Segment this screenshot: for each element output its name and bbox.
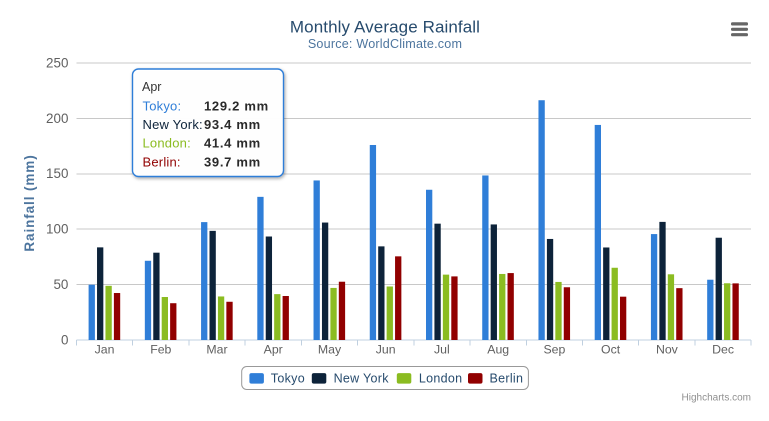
- svg-text:Mar: Mar: [206, 342, 227, 356]
- svg-text:0: 0: [61, 332, 68, 347]
- svg-text:Nov: Nov: [656, 342, 679, 356]
- svg-text:Rainfall (mm): Rainfall (mm): [22, 154, 37, 251]
- svg-text:Tokyo: Tokyo: [271, 372, 305, 386]
- svg-text:Apr: Apr: [264, 342, 283, 356]
- svg-text:129.2 mm: 129.2 mm: [204, 98, 269, 113]
- svg-text:Monthly Average Rainfall: Monthly Average Rainfall: [290, 17, 480, 36]
- svg-text:May: May: [318, 342, 342, 356]
- svg-text:Aug: Aug: [487, 342, 509, 356]
- svg-text:London:: London:: [143, 136, 191, 151]
- svg-text:50: 50: [53, 277, 68, 292]
- svg-text:200: 200: [46, 111, 68, 126]
- svg-text:London: London: [419, 372, 463, 386]
- svg-text:93.4 mm: 93.4 mm: [204, 117, 261, 132]
- svg-text:Jul: Jul: [434, 342, 450, 356]
- svg-text:Oct: Oct: [601, 342, 621, 356]
- svg-text:250: 250: [46, 55, 68, 70]
- svg-text:New York: New York: [334, 372, 390, 386]
- svg-text:39.7 mm: 39.7 mm: [204, 154, 261, 169]
- svg-text:41.4 mm: 41.4 mm: [204, 136, 261, 151]
- svg-text:Dec: Dec: [712, 342, 734, 356]
- svg-text:Highcharts.com: Highcharts.com: [682, 392, 751, 403]
- svg-text:150: 150: [46, 166, 68, 181]
- svg-text:Feb: Feb: [150, 342, 171, 356]
- svg-text:New York:: New York:: [143, 117, 203, 132]
- svg-text:Berlin:: Berlin:: [143, 154, 181, 169]
- svg-text:Jun: Jun: [376, 342, 396, 356]
- svg-text:Berlin: Berlin: [490, 372, 524, 386]
- svg-text:Source: WorldClimate.com: Source: WorldClimate.com: [308, 37, 462, 51]
- svg-text:Sep: Sep: [543, 342, 565, 356]
- svg-text:100: 100: [46, 222, 68, 237]
- svg-text:Tokyo:: Tokyo:: [143, 98, 182, 113]
- svg-text:Jan: Jan: [95, 342, 115, 356]
- svg-text:Apr: Apr: [142, 80, 161, 94]
